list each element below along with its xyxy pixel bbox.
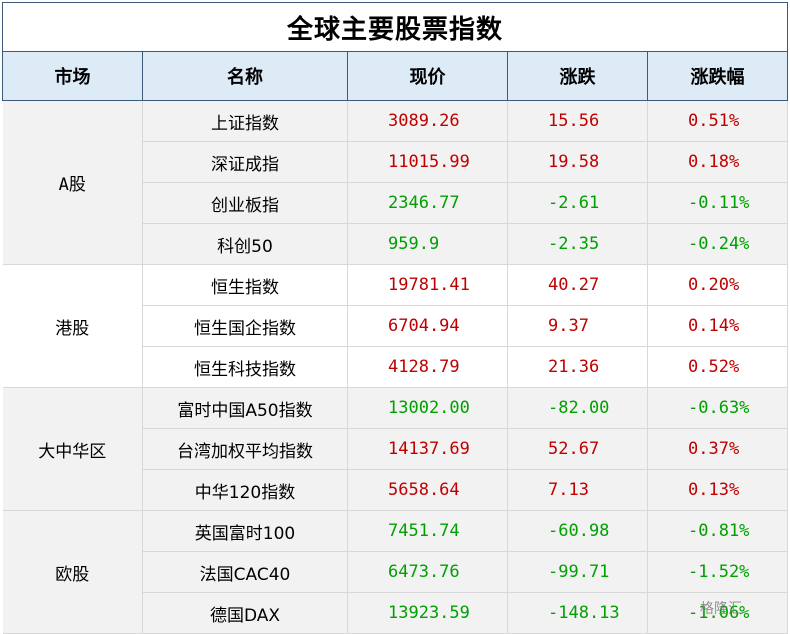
pct-cell: -0.11%	[647, 182, 788, 224]
pct-cell: 0.14%	[647, 305, 788, 347]
name-cell: 富时中国A50指数	[142, 387, 348, 429]
table-row: 港股 恒生指数 19781.41 40.27 0.20%	[2, 264, 788, 388]
name-cell: 台湾加权平均指数	[142, 428, 348, 470]
name-cell: 恒生国企指数	[142, 305, 348, 347]
name-cell: 恒生指数	[142, 264, 348, 306]
name-cell: 德国DAX	[142, 592, 348, 634]
price-cell: 6704.94	[347, 305, 508, 347]
name-cell: 科创50	[142, 223, 348, 265]
change-cell: -2.61	[507, 182, 648, 224]
price-cell: 7451.74	[347, 510, 508, 552]
pct-cell: 0.37%	[647, 428, 788, 470]
name-cell: 上证指数	[142, 100, 348, 142]
table-row: 科创50 959.9 -2.35 -0.24%	[3, 223, 788, 265]
header-row: 市场 名称 现价 涨跌 涨跌幅	[2, 51, 788, 101]
change-cell: 9.37	[507, 305, 648, 347]
pct-cell: 0.20%	[647, 264, 788, 306]
price-cell: 19781.41	[347, 264, 508, 306]
price-cell: 6473.76	[347, 551, 508, 593]
price-cell: 13923.59	[347, 592, 508, 634]
table-row: 法国CAC40 6473.76 -99.71 -1.52%	[3, 551, 788, 593]
price-cell: 14137.69	[347, 428, 508, 470]
table-row: 中华120指数 5658.64 7.13 0.13%	[3, 469, 788, 511]
market-cell: A股	[2, 100, 143, 265]
table-row: 恒生国企指数 6704.94 9.37 0.14%	[3, 305, 788, 347]
price-cell: 959.9	[347, 223, 508, 265]
change-cell: 52.67	[507, 428, 648, 470]
pct-cell: -1.52%	[647, 551, 788, 593]
header-price: 现价	[347, 51, 508, 101]
market-cell: 大中华区	[2, 387, 143, 511]
price-cell: 13002.00	[347, 387, 508, 429]
table-row: 创业板指 2346.77 -2.61 -0.11%	[3, 182, 788, 224]
change-cell: -60.98	[507, 510, 648, 552]
header-market: 市场	[2, 51, 143, 101]
pct-cell: -0.63%	[647, 387, 788, 429]
table-row: 深证成指 11015.99 19.58 0.18%	[3, 141, 788, 183]
change-cell: 7.13	[507, 469, 648, 511]
pct-cell: -0.24%	[647, 223, 788, 265]
name-cell: 深证成指	[142, 141, 348, 183]
market-cell: 欧股	[2, 510, 143, 634]
table-row: 恒生科技指数 4128.79 21.36 0.52%	[3, 346, 788, 388]
change-cell: -99.71	[507, 551, 648, 593]
pct-cell: 0.13%	[647, 469, 788, 511]
name-cell: 创业板指	[142, 182, 348, 224]
change-cell: -2.35	[507, 223, 648, 265]
name-cell: 中华120指数	[142, 469, 348, 511]
pct-cell: -0.81%	[647, 510, 788, 552]
change-cell: -82.00	[507, 387, 648, 429]
watermark-logo: 格隆汇	[700, 601, 742, 617]
name-cell: 恒生科技指数	[142, 346, 348, 388]
price-cell: 5658.64	[347, 469, 508, 511]
pct-cell: 0.51%	[647, 100, 788, 142]
pct-cell: 0.52%	[647, 346, 788, 388]
table-row: A股 上证指数 3089.26 15.56 0.51%	[2, 100, 788, 265]
price-cell: 11015.99	[347, 141, 508, 183]
table-row: 大中华区 富时中国A50指数 13002.00 -82.00 -0.63%	[2, 387, 788, 511]
name-cell: 英国富时100	[142, 510, 348, 552]
name-cell: 法国CAC40	[142, 551, 348, 593]
header-change: 涨跌	[507, 51, 648, 101]
price-cell: 3089.26	[347, 100, 508, 142]
header-pct: 涨跌幅	[647, 51, 788, 101]
pct-cell: 0.18%	[647, 141, 788, 183]
change-cell: 21.36	[507, 346, 648, 388]
table-title: 全球主要股票指数	[2, 2, 788, 52]
change-cell: 15.56	[507, 100, 648, 142]
table-row: 台湾加权平均指数 14137.69 52.67 0.37%	[3, 428, 788, 470]
header-name: 名称	[142, 51, 348, 101]
change-cell: 19.58	[507, 141, 648, 183]
change-cell: -148.13	[507, 592, 648, 634]
market-cell: 港股	[2, 264, 143, 388]
price-cell: 4128.79	[347, 346, 508, 388]
table-row: 欧股 英国富时100 7451.74 -60.98 -0.81%	[2, 510, 788, 634]
change-cell: 40.27	[507, 264, 648, 306]
price-cell: 2346.77	[347, 182, 508, 224]
